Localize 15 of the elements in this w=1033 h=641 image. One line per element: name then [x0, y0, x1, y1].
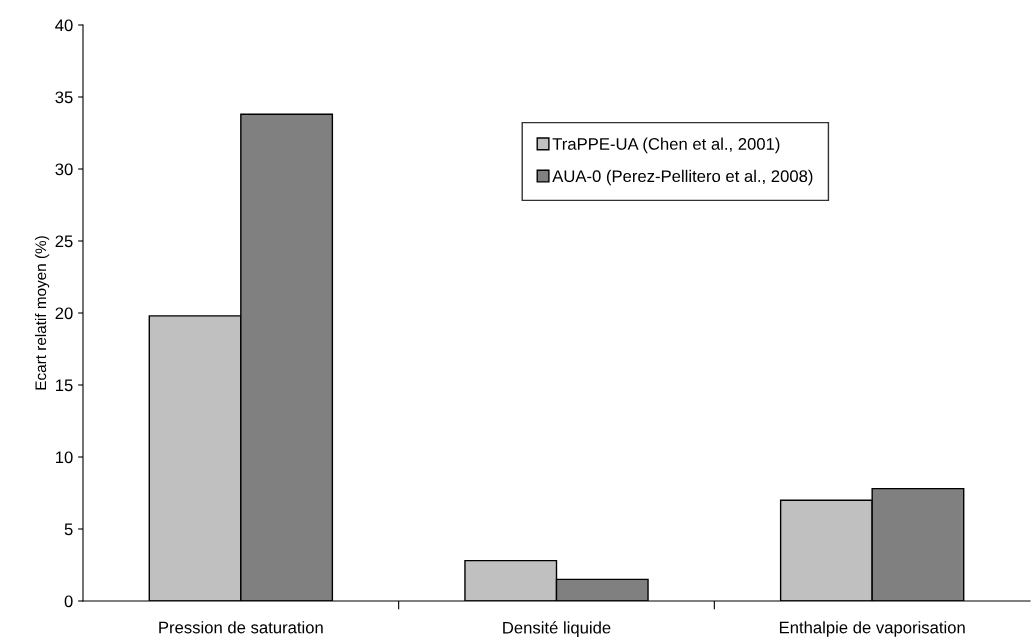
- y-tick-label: 30: [55, 163, 73, 176]
- y-tick-label: 5: [64, 523, 73, 536]
- y-tick-label: 35: [55, 91, 73, 104]
- y-tick-label: 15: [56, 379, 73, 392]
- y-tick-label: 0: [64, 595, 73, 608]
- y-tick-label: 20: [55, 307, 73, 320]
- x-tick-label: Densité liquide: [503, 621, 611, 637]
- legend-label: TraPPE-UA (Chen et al., 2001): [552, 137, 780, 154]
- x-tick-label: Pression de saturation: [159, 621, 323, 634]
- legend-label: AUA-0 (Perez-Pellitero et al., 2008): [552, 169, 813, 186]
- y-tick-label: 40: [55, 19, 73, 32]
- y-axis-title: Ecart relatif moyen (%): [34, 236, 50, 390]
- x-tick-label: Enthalpie de vaporisation: [779, 621, 965, 637]
- y-tick-label: 10: [56, 451, 73, 464]
- y-tick-label: 25: [55, 235, 73, 248]
